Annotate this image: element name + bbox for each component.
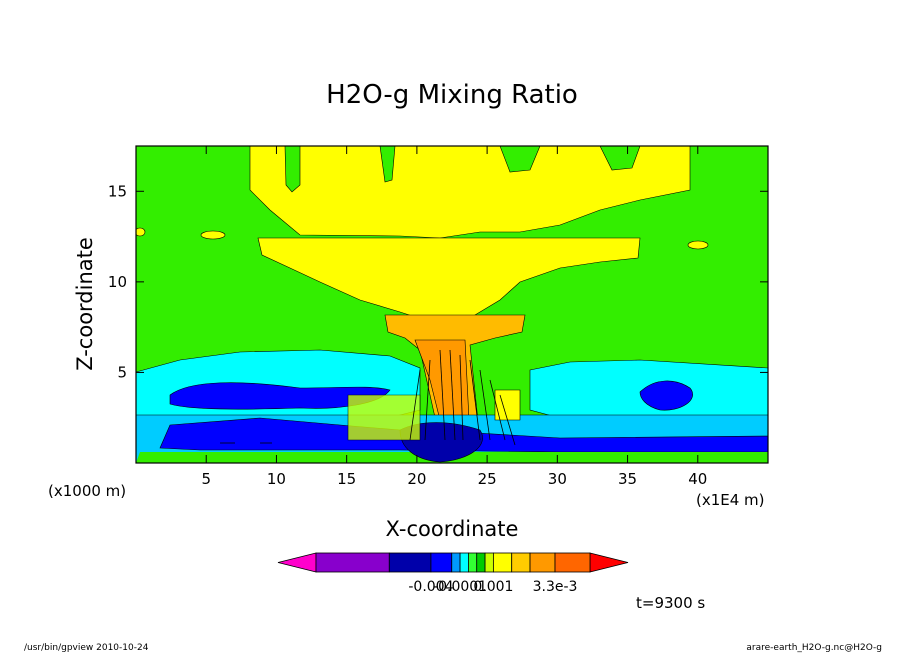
x-unit-left: (x1000 m) bbox=[48, 482, 126, 500]
footer-left: /usr/bin/gpview 2010-10-24 bbox=[24, 643, 149, 653]
x-axis-label: X-coordinate bbox=[386, 517, 519, 541]
colorbar-tick-label: 0.001 bbox=[473, 579, 513, 595]
x-axis: 5 10 15 20 25 30 35 40 bbox=[201, 146, 707, 488]
x-unit-right: (x1E4 m) bbox=[696, 491, 765, 509]
x-tick-label: 20 bbox=[407, 470, 426, 488]
colorbar-arrow-high bbox=[589, 552, 629, 573]
y-tick-label: 10 bbox=[108, 273, 127, 291]
x-tick-label: 25 bbox=[478, 470, 497, 488]
colorbar-bin bbox=[430, 552, 453, 573]
colorbar-bin bbox=[468, 552, 478, 573]
footer-right: arare-earth_H2O-g.nc@H2O-g bbox=[746, 643, 882, 653]
x-tick-label: 35 bbox=[618, 470, 637, 488]
time-label: t=9300 s bbox=[636, 594, 705, 612]
colorbar bbox=[277, 552, 629, 573]
x-tick-label: 15 bbox=[337, 470, 356, 488]
colorbar-bin bbox=[511, 552, 531, 573]
colorbar-arrow-low bbox=[277, 552, 317, 573]
x-tick-label: 40 bbox=[688, 470, 707, 488]
x-tick-label: 30 bbox=[548, 470, 567, 488]
colorbar-tick-label: 3.3e-3 bbox=[533, 579, 578, 595]
colorbar-bin bbox=[315, 552, 390, 573]
chart-title: H2O-g Mixing Ratio bbox=[326, 80, 578, 110]
y-axis-label: Z-coordinate bbox=[73, 237, 97, 371]
colorbar-tick-label: -0.0001 bbox=[433, 579, 487, 595]
y-tick-label: 15 bbox=[108, 182, 127, 200]
x-tick-label: 5 bbox=[201, 470, 211, 488]
y-tick-label: 5 bbox=[117, 363, 127, 381]
y-axis: 5 10 15 bbox=[108, 182, 768, 381]
colorbar-bin bbox=[459, 552, 469, 573]
colorbar-bin bbox=[388, 552, 432, 573]
colorbar-bin bbox=[451, 552, 461, 573]
contour-field bbox=[135, 145, 769, 464]
colorbar-bin bbox=[492, 552, 513, 573]
colorbar-bin bbox=[484, 552, 494, 573]
colorbar-tick-label: -0.004 bbox=[408, 579, 453, 595]
x-tick-label: 10 bbox=[267, 470, 286, 488]
colorbar-bin bbox=[554, 552, 591, 573]
colorbar-bin bbox=[529, 552, 556, 573]
colorbar-bin bbox=[476, 552, 486, 573]
